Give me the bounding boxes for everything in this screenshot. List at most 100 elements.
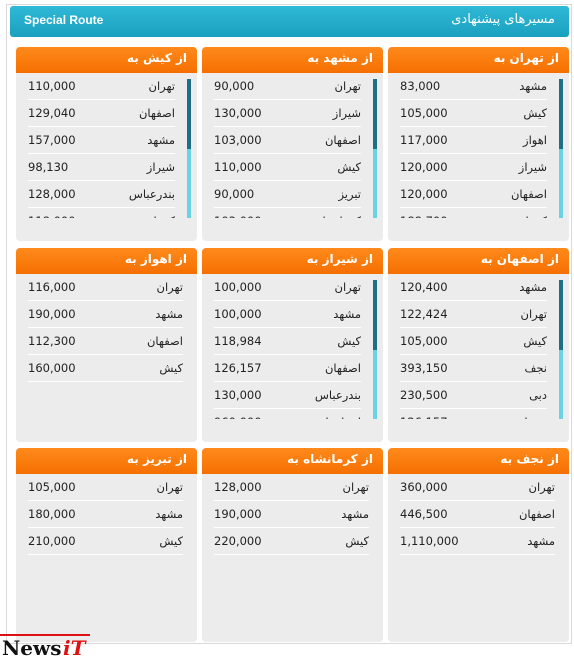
route-row[interactable]: 103,000 کرمانشاه: [214, 208, 361, 218]
route-price: 100,000: [214, 307, 262, 321]
route-card-from-ahvaz: از اهواز به 116,000 تهران 190,000 مشهد 112,30…: [16, 248, 197, 442]
route-row[interactable]: 100,000 مشهد: [214, 301, 361, 328]
route-row[interactable]: 230,500 دبی: [400, 382, 547, 409]
route-row[interactable]: 105,000 تهران: [28, 474, 183, 501]
route-row[interactable]: 220,000 کیش: [214, 528, 369, 555]
route-row[interactable]: 157,000 مشهد: [28, 127, 175, 154]
route-row[interactable]: 120,000 شیراز: [400, 154, 547, 181]
route-row[interactable]: 112,300 اصفهان: [28, 328, 183, 355]
route-row[interactable]: 98,130 شیراز: [28, 154, 175, 181]
route-price: 105,000: [28, 480, 76, 494]
route-destination: اهواز: [523, 133, 547, 147]
route-card-title: از کرمانشاه به: [202, 448, 383, 474]
route-list-scrollbar[interactable]: [373, 79, 377, 218]
widget-header: مسیرهای پیشنهادی Special Route: [10, 6, 569, 37]
route-row[interactable]: 130,000 بندرعباس: [214, 382, 361, 409]
route-destination: تهران: [520, 307, 548, 321]
route-row[interactable]: 1,110,000 مشهد: [400, 528, 555, 555]
route-row[interactable]: 90,000 تهران: [214, 73, 361, 100]
route-price: 360,000: [400, 480, 448, 494]
route-price: 160,000: [28, 361, 76, 375]
route-destination: تهران: [156, 280, 184, 294]
route-price: 103,000: [214, 133, 262, 147]
route-price: 117,000: [400, 133, 448, 147]
route-destination: کرمان: [145, 214, 175, 218]
route-destination: تهران: [156, 480, 184, 494]
route-price: 105,000: [400, 106, 448, 120]
route-price: 128,000: [28, 187, 76, 201]
route-price: 90,000: [214, 187, 255, 201]
route-row[interactable]: 118,984 کیش: [214, 328, 361, 355]
newsit-logo: News iT: [0, 634, 100, 658]
route-row[interactable]: 129,040 اصفهان: [28, 100, 175, 127]
route-row[interactable]: 105,000 کیش: [400, 328, 547, 355]
route-price: 110,000: [28, 79, 76, 93]
route-row[interactable]: 90,000 تبریز: [214, 181, 361, 208]
route-row[interactable]: 128,000 تهران: [214, 474, 369, 501]
route-list[interactable]: 90,000 تهران 130,000 شیراز 103,000 اصفهان 110,…: [202, 73, 383, 218]
route-row[interactable]: 110,000 کیش: [214, 154, 361, 181]
route-list[interactable]: 120,400 مشهد 122,424 تهران 105,000 کیش 393,150…: [388, 274, 569, 419]
route-destination: اصفهان: [510, 187, 547, 201]
route-destination: کیش: [159, 534, 183, 548]
route-row[interactable]: 103,000 اصفهان: [214, 127, 361, 154]
route-row[interactable]: 446,500 اصفهان: [400, 501, 555, 528]
route-row[interactable]: 105,000 کیش: [400, 100, 547, 127]
route-card-title: از تبریز به: [16, 448, 197, 474]
route-price: 126,157: [214, 361, 262, 375]
route-row[interactable]: 188,700 کرمان: [400, 208, 547, 218]
scrollbar-thumb[interactable]: [373, 280, 377, 350]
route-row[interactable]: 190,000 مشهد: [28, 301, 183, 328]
scrollbar-thumb[interactable]: [559, 280, 563, 350]
route-list-scrollbar[interactable]: [373, 280, 377, 419]
route-row[interactable]: 360,000 تهران: [400, 474, 555, 501]
route-row[interactable]: 126,157 اصفهان: [214, 355, 361, 382]
route-destination: شیراز: [519, 415, 547, 419]
route-row[interactable]: 83,000 مشهد: [400, 73, 547, 100]
route-destination: بندرعباس: [314, 388, 361, 402]
route-list-scrollbar[interactable]: [187, 79, 191, 218]
route-row[interactable]: 126,157 شیراز: [400, 409, 547, 419]
route-price: 157,000: [28, 133, 76, 147]
route-price: 118,000: [28, 214, 76, 218]
route-list[interactable]: 100,000 تهران 100,000 مشهد 118,984 کیش 126,157…: [202, 274, 383, 419]
route-row[interactable]: 117,000 اهواز: [400, 127, 547, 154]
route-row[interactable]: 393,150 نجف: [400, 355, 547, 382]
route-price: 446,500: [400, 507, 448, 521]
route-price: 230,500: [400, 388, 448, 402]
route-destination: مشهد: [527, 534, 555, 548]
route-row[interactable]: 960,000 استانبول: [214, 409, 361, 419]
route-list-scrollbar[interactable]: [559, 79, 563, 218]
route-row[interactable]: 110,000 تهران: [28, 73, 175, 100]
route-row[interactable]: 120,000 اصفهان: [400, 181, 547, 208]
route-price: 83,000: [400, 79, 441, 93]
route-row[interactable]: 160,000 کیش: [28, 355, 183, 382]
route-price: 122,424: [400, 307, 448, 321]
route-destination: تبریز: [338, 187, 361, 201]
route-row[interactable]: 122,424 تهران: [400, 301, 547, 328]
route-row[interactable]: 180,000 مشهد: [28, 501, 183, 528]
route-list-scrollbar[interactable]: [559, 280, 563, 419]
route-destination: تهران: [342, 480, 370, 494]
route-card-from-mashhad: از مشهد به 90,000 تهران 130,000 شیراز 103,000…: [202, 47, 383, 241]
route-price: 190,000: [214, 507, 262, 521]
route-price: 1,110,000: [400, 534, 459, 548]
route-destination: شیراز: [332, 106, 361, 120]
route-row[interactable]: 128,000 بندرعباس: [28, 181, 175, 208]
route-row[interactable]: 130,000 شیراز: [214, 100, 361, 127]
route-row[interactable]: 210,000 کیش: [28, 528, 183, 555]
route-destination: کرمانشاه: [317, 214, 361, 218]
route-price: 128,000: [214, 480, 262, 494]
route-row[interactable]: 190,000 مشهد: [214, 501, 369, 528]
scrollbar-thumb[interactable]: [187, 79, 191, 149]
scrollbar-thumb[interactable]: [373, 79, 377, 149]
route-row[interactable]: 100,000 تهران: [214, 274, 361, 301]
route-destination: تهران: [528, 480, 556, 494]
route-row[interactable]: 120,400 مشهد: [400, 274, 547, 301]
route-row[interactable]: 118,000 کرمان: [28, 208, 175, 218]
route-row[interactable]: 116,000 تهران: [28, 274, 183, 301]
route-list[interactable]: 110,000 تهران 129,040 اصفهان 157,000 مشهد 98,1…: [16, 73, 197, 218]
route-list[interactable]: 83,000 مشهد 105,000 کیش 117,000 اهواز 120,000 ش…: [388, 73, 569, 218]
route-price: 120,000: [400, 160, 448, 174]
scrollbar-thumb[interactable]: [559, 79, 563, 149]
